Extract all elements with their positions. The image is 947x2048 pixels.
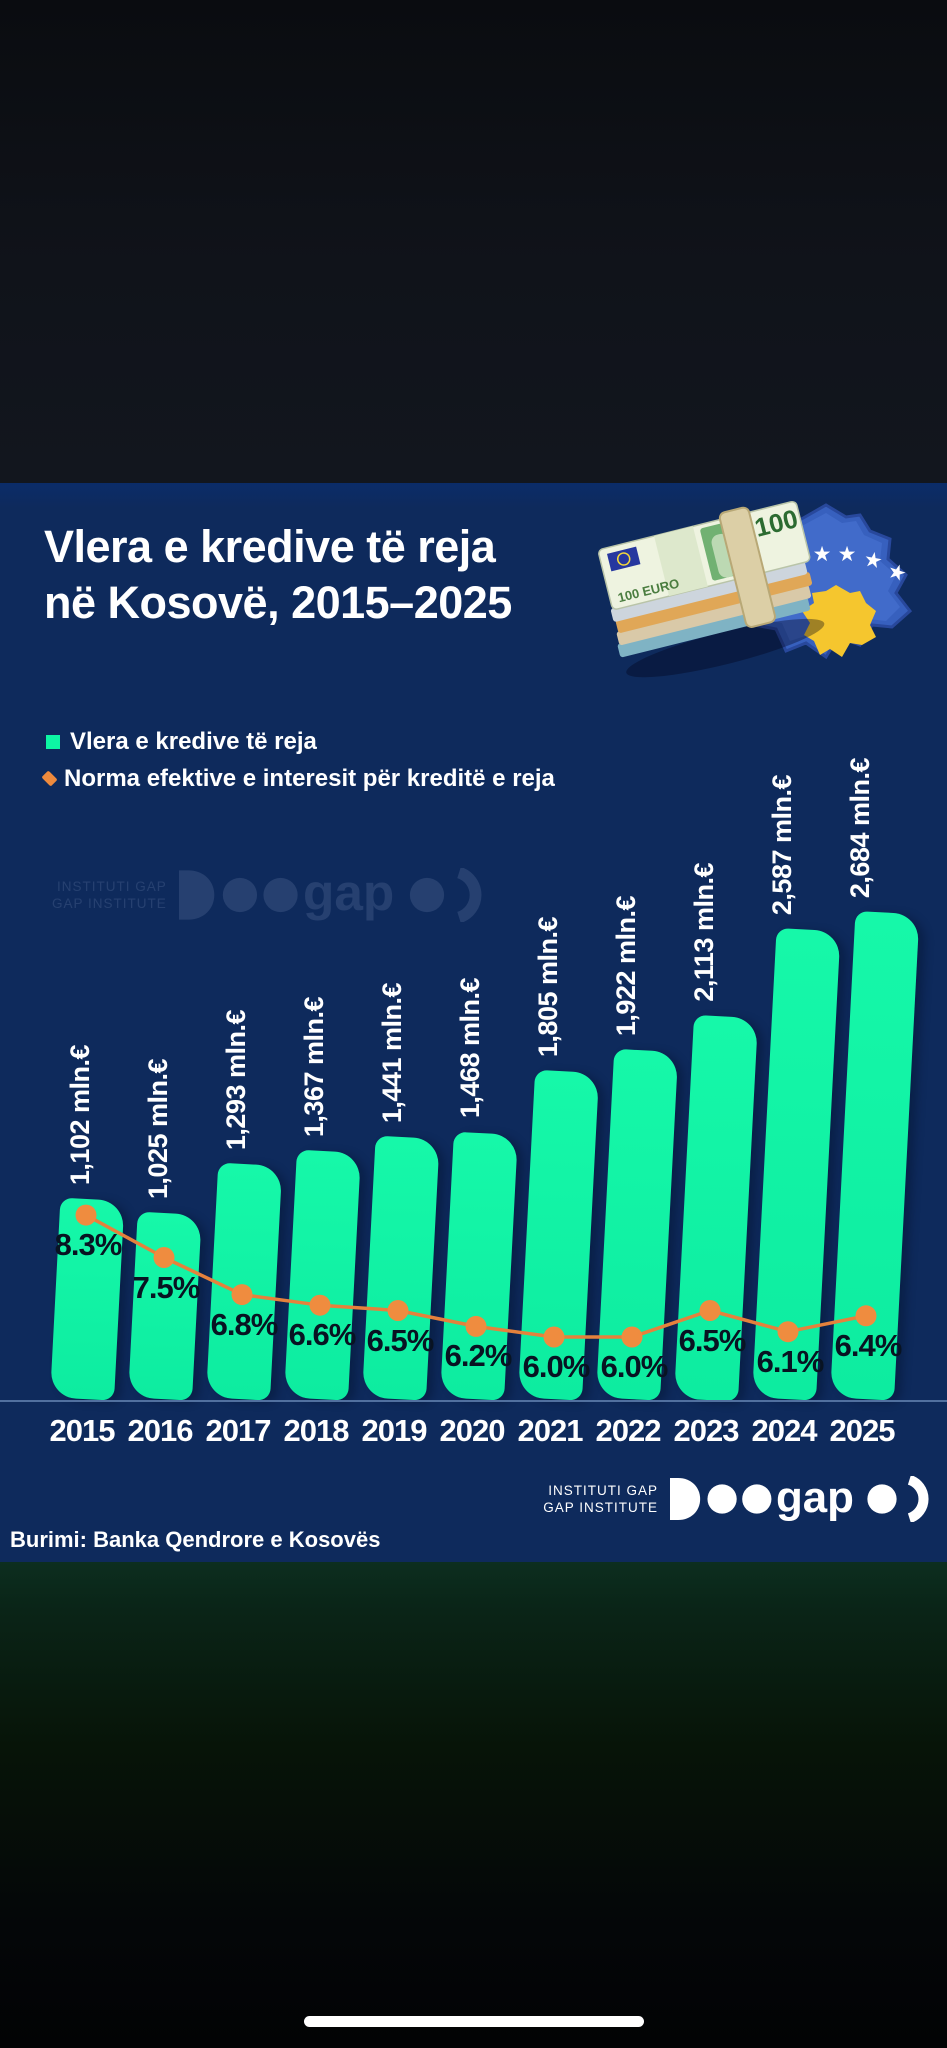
kosovo-money-illustration: ★ ★ ★ ★ ★ ★	[598, 500, 913, 678]
legend-square-swatch	[46, 734, 60, 749]
bar-value-label: 1,293 mln.€	[221, 1010, 251, 1151]
svg-text:★: ★	[862, 547, 885, 574]
rate-value-label: 6.5%	[366, 1322, 435, 1358]
title-line-1: Vlera e kredive të reja	[44, 521, 496, 572]
background-top	[0, 0, 947, 483]
x-tick-label: 2020	[439, 1413, 506, 1448]
rate-value-label: 8.3%	[54, 1227, 123, 1263]
bar-value-label: 1,922 mln.€	[611, 896, 641, 1037]
rate-value-label: 6.1%	[756, 1343, 825, 1379]
brand-line-2: GAP INSTITUTE	[52, 896, 167, 911]
home-indicator[interactable]	[303, 2016, 644, 2027]
infographic-card: Vlera e kredive të reja në Kosovë, 2015–…	[0, 483, 947, 1562]
x-tick-label: 2015	[49, 1413, 116, 1448]
title-line-2: në Kosovë, 2015–2025	[44, 577, 512, 628]
brand-line-1: INSTITUTI GAP	[57, 879, 167, 894]
bar-value-label: 1,025 mln.€	[143, 1058, 173, 1199]
rate-value-label: 6.5%	[678, 1322, 747, 1358]
bar-value-label: 2,587 mln.€	[767, 775, 797, 916]
rate-value-label: 6.2%	[444, 1338, 513, 1374]
plot-area: 1,102 mln.€ 1,025 mln.€ 1,293 mln.€ 1,367 m…	[0, 483, 947, 1401]
legend-label: Norma efektive e interesit për kreditë e…	[64, 764, 555, 792]
x-tick-label: 2019	[361, 1413, 428, 1448]
brand-text: INSTITUTI GAP GAP INSTITUTE	[52, 878, 167, 912]
svg-text:gap: gap	[303, 868, 394, 921]
bar-value-label: 1,805 mln.€	[533, 917, 563, 1058]
x-tick-label: 2023	[673, 1413, 740, 1448]
source-note: Burimi: Banka Qendrore e Kosovës	[10, 1527, 381, 1552]
bar-value-label: 1,441 mln.€	[377, 983, 407, 1124]
x-tick-label: 2017	[205, 1413, 272, 1448]
x-tick-label: 2022	[595, 1413, 662, 1448]
bar-2024	[752, 928, 841, 1401]
rate-value-label: 6.0%	[600, 1349, 669, 1384]
bar-2018	[284, 1149, 361, 1401]
rate-value-label: 6.8%	[210, 1306, 279, 1342]
rate-value-label: 6.4%	[834, 1327, 903, 1363]
bar-2017	[206, 1162, 283, 1401]
bar-value-label: 2,113 mln.€	[689, 862, 719, 1002]
rate-value-label: 7.5%	[132, 1269, 201, 1305]
gap-institute-logo: INSTITUTI GAP GAP INSTITUTE gap	[543, 1476, 935, 1522]
rate-value-label: 6.6%	[288, 1317, 357, 1353]
bar-value-label: 1,367 mln.€	[299, 996, 329, 1137]
brand-line-2: GAP INSTITUTE	[543, 1500, 658, 1515]
gap-institute-watermark: INSTITUTI GAP GAP INSTITUTE gap	[52, 868, 489, 922]
x-tick-label: 2024	[751, 1413, 818, 1448]
gap-logo-icon: gap	[178, 868, 482, 922]
bar-line-chart: 1,102 mln.€ 1,025 mln.€ 1,293 mln.€ 1,367 m…	[0, 483, 947, 1562]
x-tick-label: 2021	[517, 1413, 584, 1448]
legend-item-rate: Norma efektive e interesit për kreditë e…	[41, 760, 555, 797]
x-tick-label: 2025	[829, 1413, 896, 1448]
bar-2019	[362, 1136, 440, 1401]
bar-value-label: 1,102 mln.€	[65, 1044, 95, 1185]
brand-line-1: INSTITUTI GAP	[548, 1483, 658, 1498]
banknote-strap	[718, 506, 776, 628]
legend-label: Vlera e kredive të reja	[70, 727, 317, 755]
euro-banknotes: 100 100 EURO	[598, 500, 825, 678]
svg-text:★: ★	[813, 542, 832, 566]
bar-value-label: 2,684 mln.€	[845, 757, 875, 898]
bar-2016	[128, 1211, 202, 1401]
chart-legend: Vlera e kredive të reja Norma efektive e…	[41, 723, 555, 797]
rate-value-label: 6.0%	[522, 1349, 591, 1384]
x-axis-line	[0, 1400, 947, 1402]
x-tick-label: 2018	[283, 1413, 350, 1448]
page-title: Vlera e kredive të reja në Kosovë, 2015–…	[44, 519, 512, 631]
kosovo-yellow-silhouette	[802, 585, 876, 657]
brand-text: INSTITUTI GAP GAP INSTITUTE	[543, 1482, 658, 1516]
svg-text:gap: gap	[776, 1476, 854, 1522]
legend-item-loans: Vlera e kredive të reja	[46, 723, 555, 760]
bar-value-label: 1,468 mln.€	[455, 978, 485, 1119]
gap-logo-icon: gap	[670, 1476, 929, 1522]
background-bottom	[0, 1562, 947, 2048]
bar-2022	[596, 1048, 679, 1401]
x-tick-label: 2016	[127, 1413, 194, 1448]
svg-text:★: ★	[838, 542, 857, 566]
